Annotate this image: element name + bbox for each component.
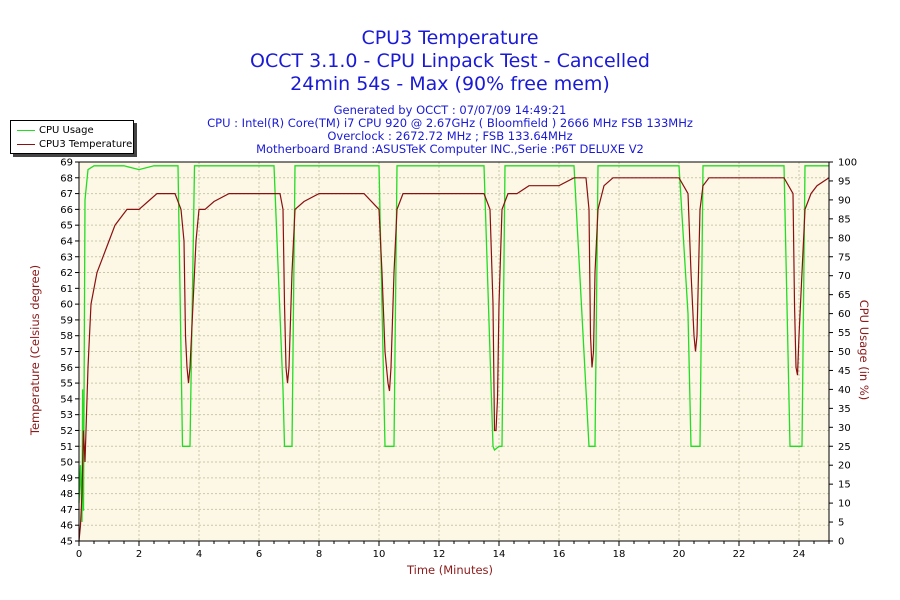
legend-label-cpu3-temperature: CPU3 Temperature [39, 138, 133, 150]
x-tick-label: 0 [76, 549, 82, 560]
y-right-tick-label: 75 [838, 252, 851, 263]
y-left-tick-label: 66 [60, 205, 73, 216]
x-tick-label: 12 [433, 549, 446, 560]
y-left-tick-label: 50 [60, 458, 73, 469]
x-tick-label: 20 [673, 549, 686, 560]
y-left-tick-label: 49 [60, 473, 73, 484]
y-right-tick-label: 70 [838, 271, 851, 282]
legend-item-cpu3-temperature: CPU3 Temperature [17, 138, 132, 150]
chart-subtitle-duration: 24min 54s - Max (90% free mem) [290, 73, 610, 95]
y-right-tick-label: 35 [838, 404, 851, 415]
y-right-tick-label: 20 [838, 461, 851, 472]
series-line-cpu3-temperature [78, 177, 830, 542]
y-left-tick-label: 55 [60, 379, 73, 390]
legend-swatch-cpu-usage [17, 129, 35, 131]
y-left-tick-label: 69 [60, 158, 73, 169]
y-right-tick-label: 90 [838, 195, 851, 206]
y-left-tick-label: 61 [60, 284, 73, 295]
y-left-tick-label: 59 [60, 315, 73, 326]
y-left-tick-label: 57 [60, 347, 73, 358]
y-right-tick-label: 80 [838, 233, 851, 244]
y-right-tick-label: 65 [838, 290, 851, 301]
y-right-tick-label: 95 [838, 176, 851, 187]
y-right-tick-label: 15 [838, 480, 851, 491]
info-overclock: Overclock : 2672.72 MHz ; FSB 133.64MHz [327, 129, 573, 143]
y-left-tick-label: 54 [60, 394, 73, 405]
x-tick-label: 18 [613, 549, 626, 560]
y-right-tick-label: 10 [838, 499, 851, 510]
y-left-tick-label: 63 [60, 252, 73, 263]
y-left-tick-label: 60 [60, 300, 73, 311]
x-tick-label: 8 [316, 549, 322, 560]
chart-subtitle: OCCT 3.1.0 - CPU Linpack Test - Cancelle… [250, 50, 650, 72]
x-tick-label: 2 [136, 549, 142, 560]
x-axis-label: Time (Minutes) [406, 563, 494, 577]
info-generated: Generated by OCCT : 07/07/09 14:49:21 [333, 103, 567, 117]
x-tick-label: 22 [733, 549, 746, 560]
y-right-tick-label: 55 [838, 328, 851, 339]
legend-item-cpu-usage: CPU Usage [17, 124, 94, 136]
legend: CPU Usage CPU3 Temperature [10, 120, 134, 154]
y-right-tick-label: 0 [838, 537, 844, 548]
x-tick-label: 14 [493, 549, 506, 560]
x-tick-label: 24 [793, 549, 806, 560]
y-left-tick-label: 62 [60, 268, 73, 279]
y-left-tick-label: 67 [60, 189, 73, 200]
info-motherboard: Motherboard Brand :ASUSTeK Computer INC.… [256, 142, 644, 156]
y-right-tick-label: 50 [838, 347, 851, 358]
y-left-tick-label: 68 [60, 173, 73, 184]
series-line-cpu-usage [78, 165, 829, 523]
y-right-tick-label: 5 [838, 518, 844, 529]
legend-swatch-cpu3-temperature [17, 143, 35, 145]
x-tick-label: 16 [553, 549, 566, 560]
y-axis-left-label: Temperature (Celsius degree) [28, 264, 42, 436]
y-right-tick-label: 60 [838, 309, 851, 320]
y-right-tick-label: 40 [838, 385, 851, 396]
y-left-tick-label: 48 [60, 489, 73, 500]
y-right-tick-label: 30 [838, 423, 851, 434]
x-tick-label: 6 [256, 549, 262, 560]
y-left-tick-label: 45 [60, 537, 73, 548]
y-right-tick-label: 85 [838, 214, 851, 225]
info-cpu: CPU : Intel(R) Core(TM) i7 CPU 920 @ 2.6… [207, 116, 693, 130]
chart-title: CPU3 Temperature [361, 27, 539, 49]
y-left-tick-label: 51 [60, 442, 73, 453]
y-left-tick-label: 46 [60, 521, 73, 532]
y-left-tick-label: 64 [60, 236, 73, 247]
y-right-tick-label: 25 [838, 442, 851, 453]
y-left-tick-label: 56 [60, 363, 73, 374]
y-right-tick-label: 100 [838, 158, 857, 169]
x-tick-label: 4 [196, 549, 202, 560]
y-left-tick-label: 52 [60, 426, 73, 437]
y-left-tick-label: 65 [60, 221, 73, 232]
y-left-tick-label: 58 [60, 331, 73, 342]
y-left-tick-label: 47 [60, 505, 73, 516]
y-left-tick-label: 53 [60, 410, 73, 421]
y-axis-right-label: CPU Usage (in %) [857, 299, 871, 401]
x-tick-label: 10 [373, 549, 386, 560]
y-right-tick-label: 45 [838, 366, 851, 377]
legend-label-cpu-usage: CPU Usage [39, 124, 94, 136]
